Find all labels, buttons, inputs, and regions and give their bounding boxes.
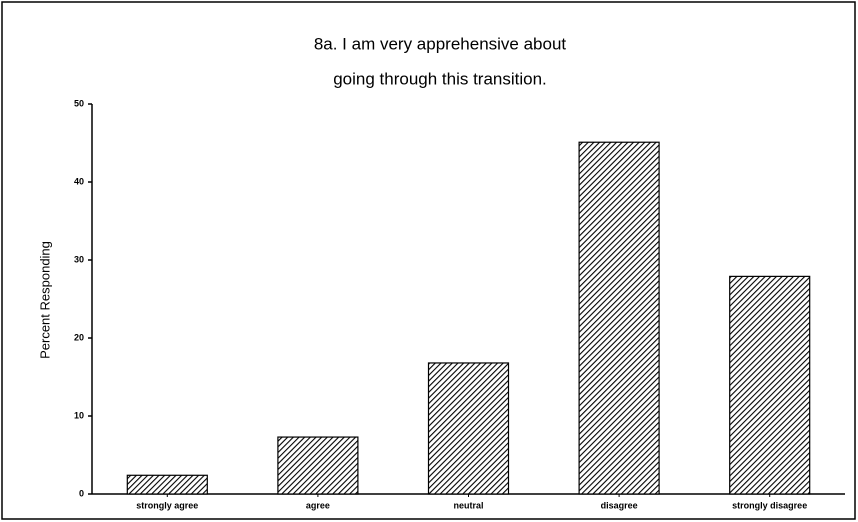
y-tick-label: 0 xyxy=(79,488,84,498)
x-tick-label: strongly agree xyxy=(136,500,198,510)
x-tick-label: agree xyxy=(306,500,330,510)
y-tick-label: 20 xyxy=(74,332,84,342)
chart-title: going through this transition. xyxy=(333,69,547,88)
chart-title: 8a. I am very apprehensive about xyxy=(314,34,567,53)
y-tick-label: 10 xyxy=(74,410,84,420)
y-tick-label: 50 xyxy=(74,98,84,108)
bar xyxy=(729,275,811,495)
y-tick-label: 40 xyxy=(74,176,84,186)
bar xyxy=(126,474,208,495)
bar xyxy=(277,436,359,495)
bar xyxy=(427,362,510,495)
x-tick-label: disagree xyxy=(601,500,638,510)
y-tick-label: 30 xyxy=(74,254,84,264)
x-tick-label: strongly disagree xyxy=(732,500,807,510)
bar xyxy=(578,141,660,495)
x-tick-label: neutral xyxy=(453,500,483,510)
y-axis-label: Percent Responding xyxy=(37,241,52,359)
